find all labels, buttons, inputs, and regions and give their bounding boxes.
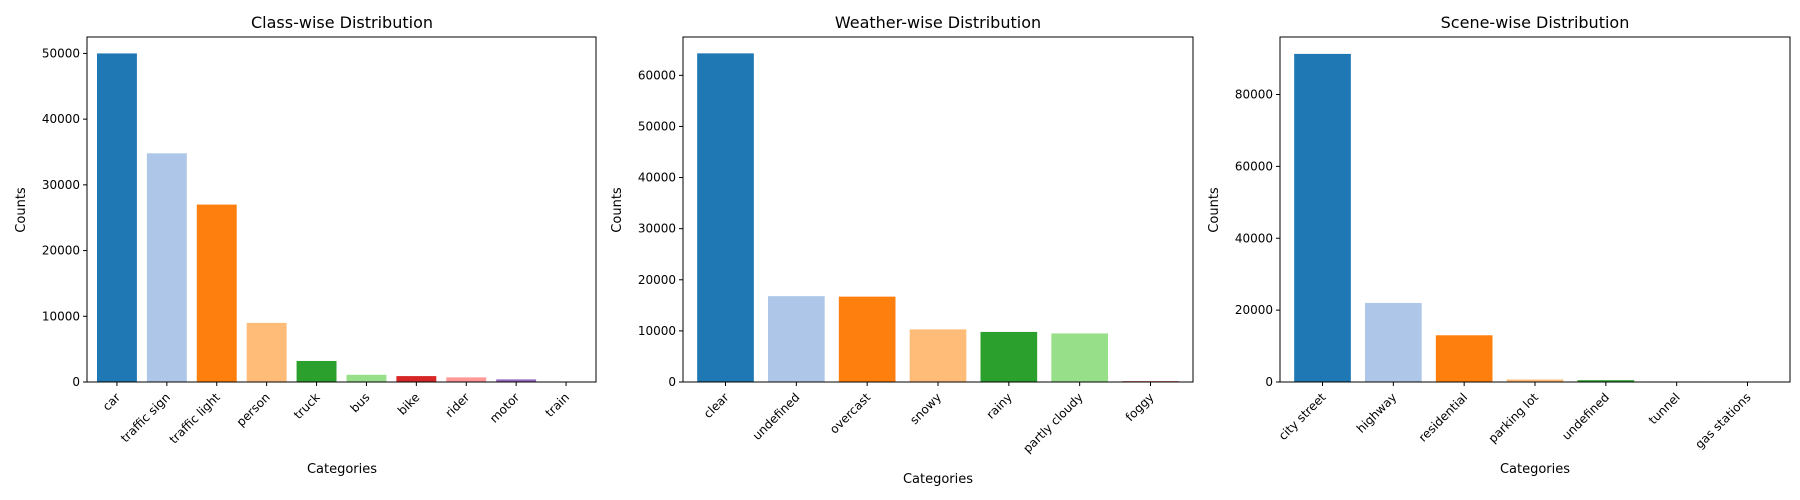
bar-parking-lot [1506,379,1564,382]
plot-frame [1279,36,1791,383]
y-tick-label: 40000 [42,112,80,126]
y-ticks: 0 10000 20000 30000 40000 50000 [42,46,87,389]
bar-rider [446,377,487,382]
x-tick-label: traffic sign [118,390,173,445]
y-tick-label: 10000 [42,309,80,323]
bar-bike [396,376,437,382]
bars [96,53,587,383]
x-axis-label: Categories [307,462,377,477]
y-tick-label: 50000 [42,46,80,60]
x-tick-label: traffic light [167,390,223,446]
x-ticks: clear undefined overcast snowy rainy partly c… [701,382,1157,456]
x-ticks: city street highway residential parking lot… [1276,382,1754,451]
bar-highway [1365,302,1422,382]
y-tick-label: 40000 [638,171,676,185]
x-tick-label: residential [1416,390,1470,444]
x-tick-label: highway [1354,390,1400,436]
plot-frame [682,36,1194,383]
chart-class-wise: Class-wise Distribution 0 10000 20000 30000… [14,13,597,477]
bars [1294,53,1776,382]
y-axis-label: Counts [610,187,625,233]
y-ticks: 0 10000 20000 30000 40000 50000 60000 [638,68,683,389]
chart-title: Weather-wise Distribution [835,13,1041,32]
y-ticks: 0 20000 40000 60000 80000 [1235,88,1280,389]
plot-frame [86,36,597,383]
bars [697,53,1179,383]
x-tick-label: rainy [984,390,1015,421]
x-tick-label: overcast [827,390,873,436]
chart-title: Class-wise Distribution [251,13,433,32]
x-tick-label: tunnel [1646,390,1683,427]
bar-undefined [1577,380,1635,382]
y-tick-label: 20000 [42,244,80,258]
x-tick-label: motor [487,390,522,425]
x-tick-label: car [100,390,123,413]
x-tick-label: bike [395,390,422,417]
x-axis-label: Categories [903,472,973,487]
x-tick-label: undefined [1559,390,1612,443]
x-tick-label: parking lot [1486,390,1542,446]
x-tick-label: person [234,390,273,429]
y-axis-label: Counts [1207,187,1222,233]
y-tick-label: 0 [1265,375,1273,389]
bar-rainy [980,331,1038,382]
chart-weather-wise: Weather-wise Distribution 0 10000 20000 300… [610,13,1194,487]
y-tick-label: 10000 [638,324,676,338]
y-tick-label: 60000 [1235,159,1273,173]
y-tick-label: 50000 [638,119,676,133]
bar-traffic-sign [146,153,187,382]
x-axis-label: Categories [1500,462,1570,477]
chart-scene-wise: Scene-wise Distribution 0 20000 40000 60000… [1207,13,1791,477]
x-tick-label: bus [347,390,372,415]
bar-truck [296,360,337,382]
y-tick-label: 20000 [638,273,676,287]
chart-title: Scene-wise Distribution [1441,13,1630,32]
bar-snowy [909,329,967,382]
y-tick-label: 0 [668,375,676,389]
bar-motor [496,379,537,382]
y-tick-label: 30000 [638,222,676,236]
bar-car [96,53,137,383]
y-tick-label: 30000 [42,178,80,192]
x-tick-label: gas stations [1692,390,1753,451]
x-tick-label: truck [291,390,323,422]
bar-clear [697,53,754,383]
bar-partly-cloudy [1051,333,1108,382]
x-tick-label: train [543,390,573,420]
bar-traffic-light [196,204,237,382]
x-tick-label: city street [1276,390,1329,443]
x-tick-label: snowy [907,390,944,427]
x-tick-label: undefined [750,390,803,443]
y-tick-label: 60000 [638,68,676,82]
x-tick-label: rider [443,390,473,420]
bar-bus [346,374,387,382]
bar-person [246,322,287,382]
bar-residential [1435,335,1493,382]
bar-undefined [768,296,825,382]
y-axis-label: Counts [14,187,29,233]
x-tick-label: foggy [1123,390,1157,424]
bar-city-street [1294,53,1351,382]
y-tick-label: 40000 [1235,231,1273,245]
x-tick-label: partly cloudy [1020,390,1085,455]
bar-overcast [838,296,896,382]
y-tick-label: 80000 [1235,88,1273,102]
x-tick-label: clear [701,390,732,421]
y-tick-label: 20000 [1235,303,1273,317]
y-tick-label: 0 [72,375,80,389]
